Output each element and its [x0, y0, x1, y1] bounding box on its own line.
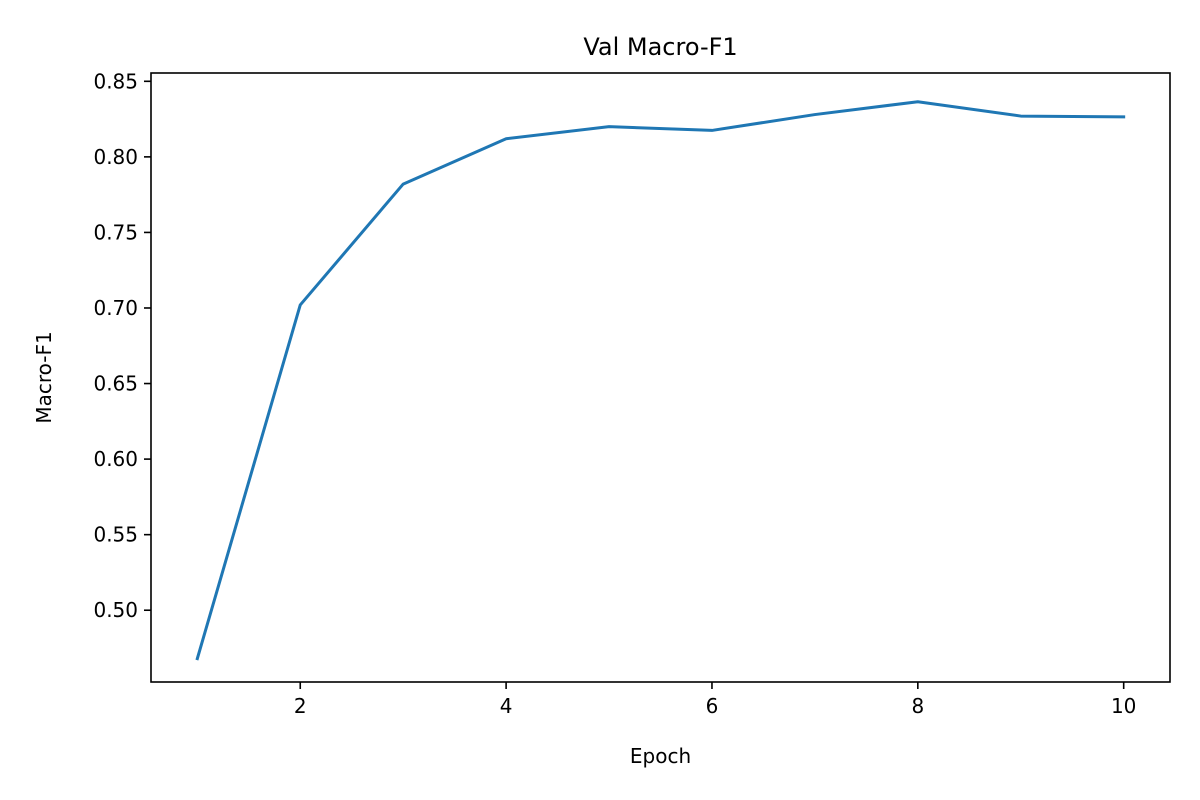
y-tick-label: 0.75 — [93, 220, 138, 244]
y-tick-label: 0.70 — [93, 296, 138, 320]
x-tick-label: 6 — [706, 694, 719, 718]
x-axis-label: Epoch — [630, 744, 691, 768]
x-tick-label: 2 — [294, 694, 307, 718]
x-tick-label: 10 — [1111, 694, 1136, 718]
series-layer — [195, 100, 1126, 661]
x-tick-label: 8 — [911, 694, 924, 718]
x-tick-label: 4 — [500, 694, 513, 718]
y-tick-label: 0.60 — [93, 447, 138, 471]
y-tick-label: 0.65 — [93, 372, 138, 396]
chart-title: Val Macro-F1 — [583, 33, 737, 61]
plot-area-frame — [150, 72, 1171, 683]
y-tick-label: 0.85 — [93, 69, 138, 93]
y-tick-label: 0.55 — [93, 523, 138, 547]
series-line-0 — [195, 100, 1126, 661]
ticks-layer: 2 4 6 8 10 0.50 0.55 0.60 0.65 0.70 0.75 0.80 0.85 — [93, 69, 1136, 718]
y-axis-label: Macro-F1 — [32, 331, 56, 423]
y-tick-label: 0.80 — [93, 145, 138, 169]
y-tick-label: 0.50 — [93, 598, 138, 622]
